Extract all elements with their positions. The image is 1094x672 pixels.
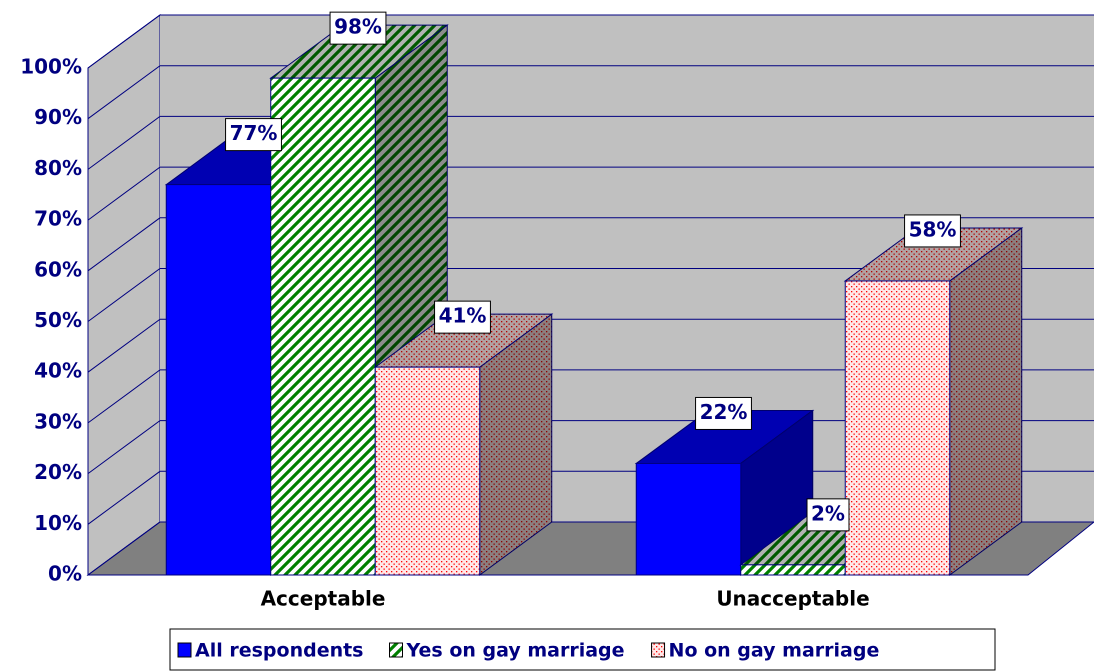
y-tick-label: 10% <box>34 511 82 535</box>
grid-line <box>87 318 1094 373</box>
x-tick-label: Acceptable <box>261 587 386 611</box>
bar-front <box>635 462 742 576</box>
bar <box>634 409 815 576</box>
data-label-box <box>329 11 387 45</box>
y-tick-label: 0% <box>48 562 82 586</box>
bar-front <box>270 77 376 576</box>
legend-box <box>169 628 996 671</box>
legend-swatch <box>177 642 192 658</box>
grid-line <box>87 217 1094 272</box>
bar <box>373 313 554 576</box>
data-label-box <box>225 118 282 152</box>
grid-line <box>87 115 1094 170</box>
data-label: 41% <box>439 304 487 328</box>
grid-line <box>87 14 1094 69</box>
legend-label: Yes on gay marriage <box>406 640 625 662</box>
y-tick-label: 100% <box>20 55 82 79</box>
data-label: 58% <box>909 217 957 241</box>
legend-label: No on gay marriage <box>669 640 880 662</box>
legend-swatch <box>651 642 666 658</box>
y-tick-label: 30% <box>34 409 82 433</box>
y-tick-label: 40% <box>34 359 82 383</box>
data-label: 77% <box>230 121 278 145</box>
bar-front <box>740 564 846 576</box>
y-tick-label: 70% <box>34 207 82 231</box>
grid-line <box>87 268 1094 322</box>
data-label: 98% <box>334 15 382 39</box>
bar-front <box>165 184 272 576</box>
grid-line <box>87 166 1094 221</box>
y-tick-label: 20% <box>34 460 82 484</box>
legend-label: All respondents <box>195 640 364 662</box>
data-label-box <box>806 498 850 532</box>
y-tick-label: 80% <box>34 156 82 180</box>
data-label: 2% <box>811 501 845 525</box>
data-label: 22% <box>700 400 748 424</box>
y-tick-label: 60% <box>34 257 82 281</box>
legend-swatch <box>389 642 403 658</box>
y-tick-label: 90% <box>34 105 82 129</box>
data-label-box <box>904 214 961 248</box>
bar-front <box>844 280 951 576</box>
y-tick-label: 50% <box>34 308 82 332</box>
x-tick-label: Unacceptable <box>716 587 869 611</box>
grid-line <box>87 65 1094 120</box>
bar <box>843 226 1024 576</box>
data-label-box <box>434 300 491 334</box>
data-label-box <box>695 396 752 430</box>
grid-line <box>87 369 1094 424</box>
bar-front <box>374 366 481 576</box>
